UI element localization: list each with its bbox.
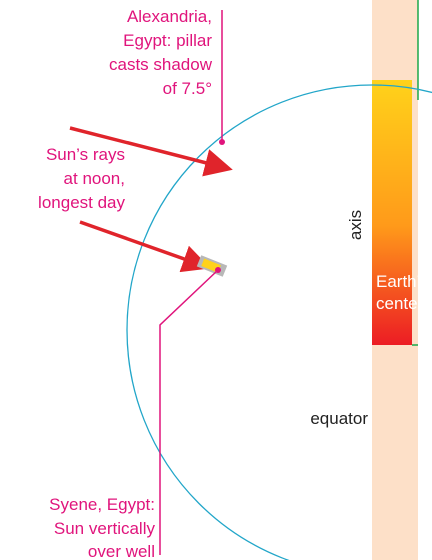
- axis-label: axis: [346, 210, 365, 240]
- label: Syene, Egypt:: [49, 495, 155, 514]
- label: longest day: [38, 193, 125, 212]
- dot: [219, 139, 225, 145]
- sun-ray: [79, 220, 211, 273]
- well: [196, 255, 228, 277]
- leader: [159, 269, 219, 555]
- label: at noon,: [64, 169, 125, 188]
- label: Alexandria,: [127, 7, 212, 26]
- label: over well: [88, 542, 155, 560]
- gradient-bar: [372, 80, 412, 345]
- label: casts shadow: [109, 55, 213, 74]
- earth-outline: [126, 84, 432, 560]
- label: Egypt: pillar: [123, 31, 212, 50]
- dot: [215, 267, 221, 273]
- label: of 7.5°: [163, 79, 212, 98]
- equator-label: equator: [310, 409, 368, 428]
- label: Sun vertically: [54, 519, 156, 538]
- sun-ray: [69, 126, 233, 177]
- label: Sun’s rays: [46, 145, 125, 164]
- center-label: center: [376, 294, 424, 313]
- center-label: Earth’s: [376, 272, 429, 291]
